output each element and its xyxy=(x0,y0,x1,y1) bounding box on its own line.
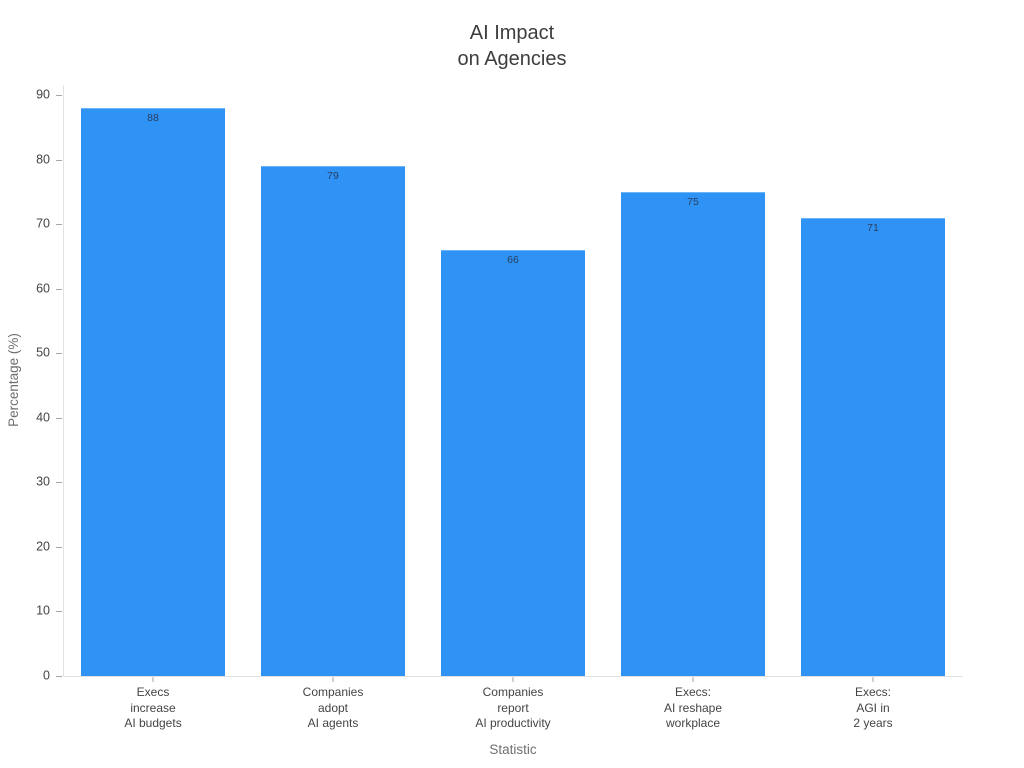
bar[interactable]: 79 xyxy=(261,166,405,676)
y-tick-mark xyxy=(56,417,62,419)
plot-area: 0 10 20 30 40 50 60 70 80 90 88 Execs increase AI b… xyxy=(36,85,963,730)
x-tick-label: Execs: AI reshape workplace xyxy=(663,685,723,730)
y-tick-mark xyxy=(56,288,62,290)
y-tick-mark xyxy=(56,482,62,484)
bar-value-label: 79 xyxy=(327,170,339,183)
bar[interactable]: 88 xyxy=(81,108,225,676)
y-tick-mark xyxy=(56,353,62,355)
y-tick-label: 40 xyxy=(36,410,50,425)
x-tick-mark xyxy=(512,677,514,682)
bar-value-label: 75 xyxy=(687,196,699,209)
x-axis-line xyxy=(63,676,963,677)
bar[interactable]: 71 xyxy=(801,217,945,676)
x-tick-label: Companies report AI productivity xyxy=(475,685,551,730)
x-tick-label: Companies adopt AI agents xyxy=(302,685,364,730)
x-tick-mark xyxy=(152,677,154,682)
y-tick-mark xyxy=(56,159,62,161)
y-tick-mark xyxy=(56,676,62,677)
x-tick-label: Execs: AGI in 2 years xyxy=(853,685,893,730)
y-tick-mark xyxy=(56,546,62,548)
bar-value-label: 71 xyxy=(867,221,879,234)
bar[interactable]: 75 xyxy=(621,192,765,676)
y-tick-label: 10 xyxy=(36,603,50,618)
y-tick-label: 50 xyxy=(36,345,50,360)
y-tick-mark xyxy=(56,95,62,97)
y-tick-label: 0 xyxy=(43,668,50,683)
y-tick-label: 20 xyxy=(36,539,50,554)
x-tick-label: Execs increase AI budgets xyxy=(124,685,182,730)
y-tick-label: 30 xyxy=(36,474,50,489)
y-tick-label: 90 xyxy=(36,87,50,102)
y-tick-label: 70 xyxy=(36,216,50,231)
chart-title: AI Impact on Agencies xyxy=(457,22,567,70)
y-tick-label: 80 xyxy=(36,152,50,167)
y-tick-mark xyxy=(56,224,62,226)
x-tick-mark xyxy=(332,677,334,682)
y-tick-label: 60 xyxy=(36,281,50,296)
bar-value-label: 66 xyxy=(507,254,519,267)
y-axis-line xyxy=(63,85,64,676)
bar-value-label: 88 xyxy=(147,112,159,125)
x-tick-mark xyxy=(692,677,694,682)
x-tick-mark xyxy=(872,677,874,682)
bar[interactable]: 66 xyxy=(441,250,585,676)
x-axis-title: Statistic xyxy=(489,742,537,757)
y-tick-mark xyxy=(56,611,62,613)
